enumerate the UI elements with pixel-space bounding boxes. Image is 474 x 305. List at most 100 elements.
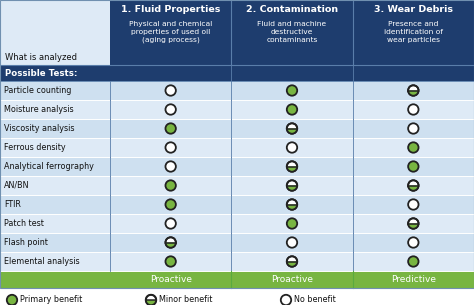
FancyBboxPatch shape	[231, 233, 353, 252]
Circle shape	[287, 180, 297, 191]
Circle shape	[287, 199, 297, 210]
FancyBboxPatch shape	[231, 252, 353, 271]
Circle shape	[165, 142, 176, 153]
Circle shape	[408, 199, 419, 210]
FancyBboxPatch shape	[231, 138, 353, 157]
FancyBboxPatch shape	[231, 100, 353, 119]
FancyBboxPatch shape	[353, 214, 474, 233]
Text: 3. Wear Debris: 3. Wear Debris	[374, 5, 453, 15]
Text: Proactive: Proactive	[271, 275, 313, 284]
FancyBboxPatch shape	[0, 119, 110, 138]
FancyBboxPatch shape	[0, 81, 110, 100]
Circle shape	[165, 256, 176, 267]
Text: Minor benefit: Minor benefit	[159, 296, 212, 304]
Text: Analytical ferrography: Analytical ferrography	[4, 162, 94, 171]
Circle shape	[165, 104, 176, 115]
FancyBboxPatch shape	[353, 252, 474, 271]
Wedge shape	[287, 128, 297, 134]
Text: Physical and chemical
properties of used oil
(aging process): Physical and chemical properties of used…	[129, 21, 212, 43]
FancyBboxPatch shape	[0, 176, 110, 195]
Text: Flash point: Flash point	[4, 238, 48, 247]
FancyBboxPatch shape	[110, 195, 231, 214]
FancyBboxPatch shape	[110, 0, 231, 65]
Circle shape	[281, 295, 291, 305]
Circle shape	[287, 218, 297, 229]
Circle shape	[408, 161, 419, 172]
Wedge shape	[287, 185, 297, 191]
Circle shape	[408, 104, 419, 115]
Text: Patch test: Patch test	[4, 219, 44, 228]
Wedge shape	[165, 242, 176, 248]
FancyBboxPatch shape	[353, 176, 474, 195]
Circle shape	[165, 85, 176, 96]
Circle shape	[165, 218, 176, 229]
Text: Possible Tests:: Possible Tests:	[5, 69, 77, 77]
FancyBboxPatch shape	[353, 157, 474, 176]
FancyBboxPatch shape	[231, 176, 353, 195]
FancyBboxPatch shape	[353, 81, 474, 100]
Circle shape	[408, 142, 419, 153]
FancyBboxPatch shape	[0, 65, 474, 81]
FancyBboxPatch shape	[110, 138, 231, 157]
Wedge shape	[287, 204, 297, 210]
Circle shape	[408, 85, 419, 96]
Circle shape	[287, 161, 297, 172]
FancyBboxPatch shape	[231, 0, 353, 65]
Text: No benefit: No benefit	[294, 296, 336, 304]
FancyBboxPatch shape	[353, 119, 474, 138]
FancyBboxPatch shape	[0, 233, 110, 252]
FancyBboxPatch shape	[0, 214, 110, 233]
Circle shape	[408, 237, 419, 248]
FancyBboxPatch shape	[353, 233, 474, 252]
Wedge shape	[146, 300, 156, 305]
Text: Presence and
identification of
wear particles: Presence and identification of wear part…	[384, 21, 443, 43]
FancyBboxPatch shape	[231, 214, 353, 233]
Text: Viscosity analysis: Viscosity analysis	[4, 124, 74, 133]
Wedge shape	[408, 185, 419, 191]
FancyBboxPatch shape	[110, 119, 231, 138]
FancyBboxPatch shape	[231, 81, 353, 100]
FancyBboxPatch shape	[353, 138, 474, 157]
Wedge shape	[287, 167, 297, 171]
Circle shape	[165, 180, 176, 191]
FancyBboxPatch shape	[353, 100, 474, 119]
FancyBboxPatch shape	[110, 176, 231, 195]
Text: 1. Fluid Properties: 1. Fluid Properties	[121, 5, 220, 15]
FancyBboxPatch shape	[353, 195, 474, 214]
FancyBboxPatch shape	[110, 214, 231, 233]
FancyBboxPatch shape	[0, 100, 110, 119]
Text: Proactive: Proactive	[150, 275, 191, 284]
Wedge shape	[408, 91, 419, 95]
Circle shape	[408, 218, 419, 229]
Circle shape	[165, 237, 176, 248]
FancyBboxPatch shape	[231, 157, 353, 176]
Circle shape	[408, 123, 419, 134]
FancyBboxPatch shape	[110, 100, 231, 119]
FancyBboxPatch shape	[0, 0, 110, 65]
Circle shape	[146, 295, 156, 305]
FancyBboxPatch shape	[0, 138, 110, 157]
Circle shape	[7, 295, 17, 305]
Circle shape	[287, 104, 297, 115]
Text: Primary benefit: Primary benefit	[20, 296, 82, 304]
FancyBboxPatch shape	[0, 195, 110, 214]
Text: Predictive: Predictive	[391, 275, 436, 284]
Circle shape	[287, 142, 297, 153]
FancyBboxPatch shape	[0, 271, 474, 288]
FancyBboxPatch shape	[231, 195, 353, 214]
Wedge shape	[287, 261, 297, 267]
Circle shape	[408, 256, 419, 267]
FancyBboxPatch shape	[0, 252, 110, 271]
Text: Elemental analysis: Elemental analysis	[4, 257, 80, 266]
FancyBboxPatch shape	[110, 81, 231, 100]
Circle shape	[165, 123, 176, 134]
FancyBboxPatch shape	[353, 0, 474, 65]
FancyBboxPatch shape	[0, 157, 110, 176]
FancyBboxPatch shape	[110, 157, 231, 176]
Circle shape	[165, 199, 176, 210]
Text: Moisture analysis: Moisture analysis	[4, 105, 73, 114]
Text: 2. Contamination: 2. Contamination	[246, 5, 338, 15]
Text: Ferrous density: Ferrous density	[4, 143, 65, 152]
FancyBboxPatch shape	[231, 119, 353, 138]
Circle shape	[287, 85, 297, 96]
